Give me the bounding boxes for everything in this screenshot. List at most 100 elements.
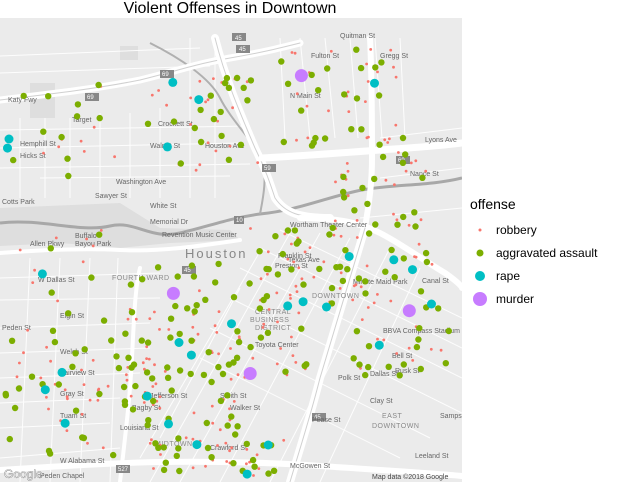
robbery-point (384, 178, 388, 182)
legend-item-rape: rape (470, 264, 620, 287)
robbery-point (101, 446, 105, 450)
robbery-point (65, 429, 69, 432)
murder-point (166, 286, 180, 300)
aggravated-assault-point (358, 126, 365, 133)
robbery-point (345, 162, 349, 165)
aggravated-assault-point (400, 361, 407, 368)
svg-text:Toyota Center: Toyota Center (255, 342, 299, 349)
aggravated-assault-point (217, 108, 224, 116)
aggravated-assault-point (129, 406, 137, 413)
aggravated-assault-point (128, 364, 135, 371)
aggravated-assault-point (49, 327, 57, 334)
aggravated-assault-point (235, 338, 243, 346)
aggravated-assault-point (48, 289, 55, 296)
aggravated-assault-point (208, 454, 215, 461)
robbery-point (99, 229, 103, 232)
robbery-point (45, 345, 48, 349)
rape-key (470, 266, 490, 286)
aggravated-assault-point (375, 92, 383, 99)
aggravated-assault-point (204, 444, 212, 452)
aggravated-assault-point (321, 135, 329, 142)
robbery-point (347, 110, 351, 113)
svg-text:Polk St: Polk St (338, 375, 360, 382)
robbery-point (279, 347, 282, 350)
svg-text:Peden Chapel: Peden Chapel (40, 473, 85, 480)
aggravated-assault-point (176, 467, 183, 475)
aggravated-assault-point (2, 390, 9, 398)
robbery-point (22, 351, 25, 355)
aggravated-assault-point (65, 172, 72, 180)
aggravated-assault-point (365, 343, 373, 350)
robbery-point (15, 375, 19, 379)
robbery-point (386, 141, 390, 144)
aggravated-assault-point (412, 223, 419, 230)
robbery-point (290, 51, 294, 54)
robbery-point (306, 136, 310, 140)
robbery-point (312, 275, 316, 279)
robbery-point (151, 385, 155, 388)
robbery-point (289, 297, 292, 300)
aggravated-assault-point (96, 390, 103, 398)
aggravated-assault-point (6, 435, 13, 443)
svg-text:Katy Fwy: Katy Fwy (8, 97, 37, 104)
aggravated-assault-point (413, 343, 421, 351)
aggravated-assault-point (376, 141, 383, 148)
aggravated-assault-point (96, 114, 103, 122)
robbery-point (303, 250, 307, 254)
aggravated-assault-point (353, 328, 361, 335)
robbery-point (394, 75, 398, 79)
robbery-point (288, 293, 292, 297)
svg-text:Gray St: Gray St (60, 391, 84, 398)
robbery-point (322, 260, 326, 264)
aggravated-assault-point (69, 363, 76, 370)
robbery-point (286, 257, 290, 261)
rape-point (389, 255, 399, 265)
robbery-point (339, 271, 343, 275)
rape-point (164, 419, 173, 429)
aggravated-assault-point (200, 371, 208, 379)
svg-text:Hemphill St: Hemphill St (20, 141, 56, 148)
robbery-point (39, 376, 43, 380)
robbery-point (91, 244, 95, 248)
svg-text:Lyons Ave: Lyons Ave (425, 137, 457, 144)
svg-text:Dallas St: Dallas St (370, 371, 398, 378)
rape-point (263, 440, 273, 450)
aggravated-assault-point (45, 93, 52, 100)
aggravated-assault-point (150, 397, 157, 405)
robbery-point (206, 98, 210, 102)
aggravated-assault-point (217, 397, 225, 405)
aggravated-assault-point (399, 134, 407, 142)
aggravated-assault-point (445, 327, 452, 335)
aggravated-assault-point (96, 231, 103, 238)
aggravated-assault-point (379, 153, 387, 161)
crime-map[interactable]: 45 45 69 69 69 59 10 45 45 527 Katy Fwy … (0, 18, 462, 482)
svg-text:69: 69 (87, 95, 94, 101)
rape-point (344, 252, 354, 261)
aggravated-assault-point (416, 325, 423, 332)
svg-text:45: 45 (314, 415, 321, 421)
svg-text:Elgin St: Elgin St (60, 313, 84, 320)
robbery-point (152, 467, 155, 470)
aggravated-assault-point (127, 281, 135, 288)
svg-text:EAST: EAST (382, 413, 403, 420)
robbery-point (228, 449, 232, 453)
map-attribution: Map data ©2018 Google (372, 473, 448, 481)
aggravated-assault-point (154, 264, 162, 271)
aggravated-assault-point (234, 423, 241, 430)
aggravated-assault-point (184, 305, 191, 312)
svg-text:Wortham Theater Center: Wortham Theater Center (290, 222, 368, 229)
aggravated-assault-key (470, 243, 490, 263)
robbery-point (225, 460, 229, 463)
rape-point (60, 418, 70, 428)
aggravated-assault-point (233, 354, 241, 361)
robbery-point (65, 395, 69, 399)
aggravated-assault-point (224, 422, 231, 429)
svg-text:Bagby St: Bagby St (132, 405, 160, 412)
aggravated-assault-point (288, 266, 295, 273)
robbery-point (352, 284, 356, 288)
robbery-point (382, 338, 386, 342)
aggravated-assault-point (270, 467, 278, 474)
aggravated-assault-point (372, 64, 379, 71)
robbery-point (165, 103, 169, 107)
aggravated-assault-point (121, 398, 129, 405)
